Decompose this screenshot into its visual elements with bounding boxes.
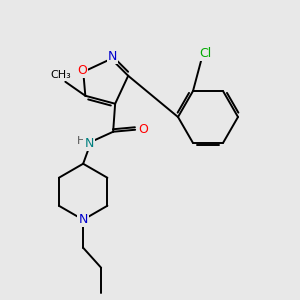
Text: N: N [107,50,117,63]
Text: O: O [77,64,87,77]
Text: Cl: Cl [199,46,211,59]
Text: CH₃: CH₃ [50,70,71,80]
Text: N: N [85,137,94,150]
Text: N: N [79,213,88,226]
Text: H: H [77,136,85,146]
Text: O: O [138,123,148,136]
